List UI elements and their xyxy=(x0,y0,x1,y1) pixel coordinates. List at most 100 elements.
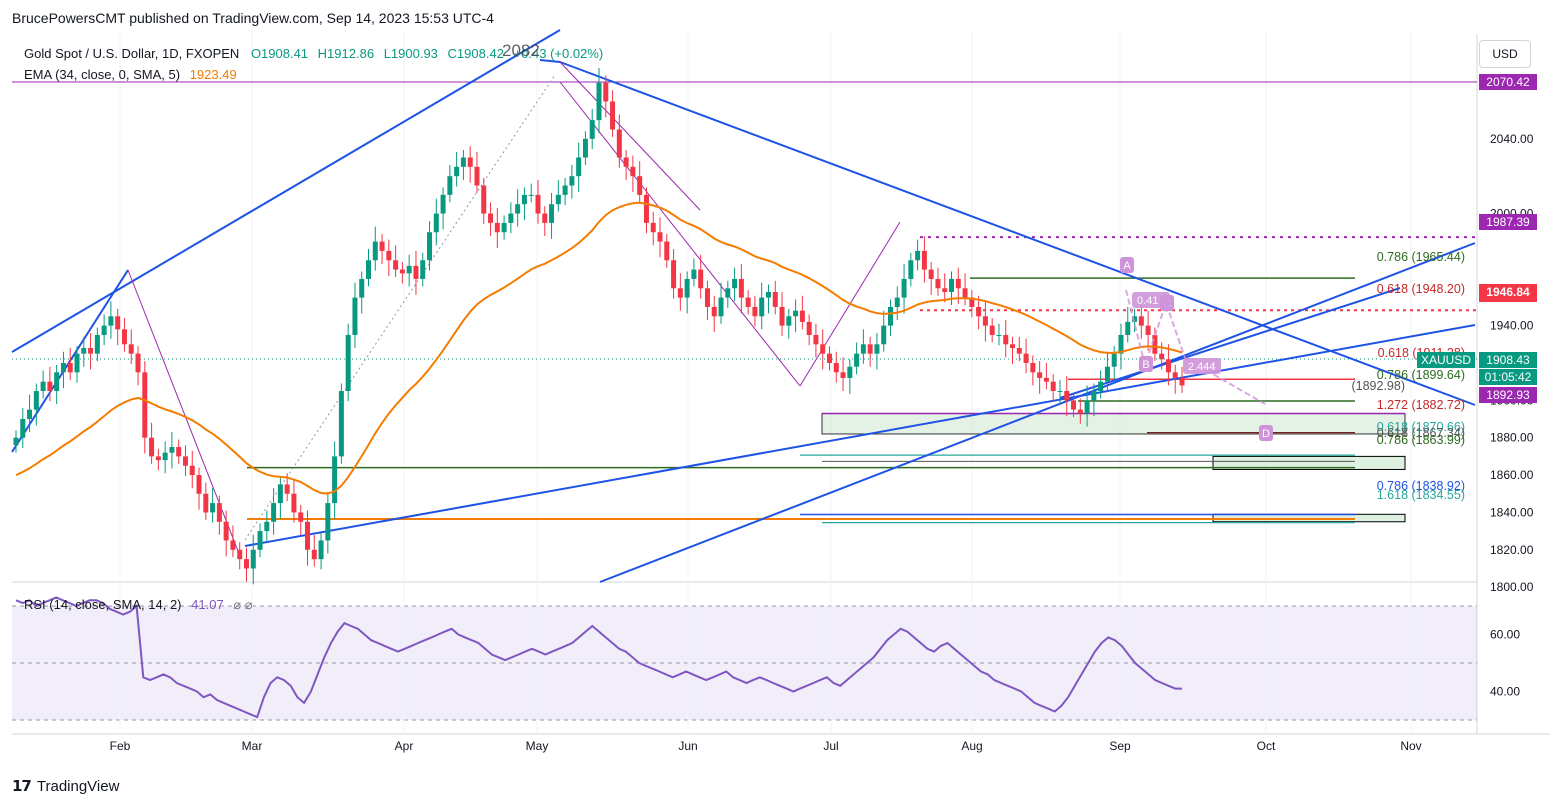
candle-body xyxy=(508,213,514,223)
candle-body xyxy=(799,310,805,322)
candle-body xyxy=(949,278,955,293)
candle-body xyxy=(399,269,405,274)
candle-body xyxy=(420,260,426,279)
candle-body xyxy=(691,269,697,279)
candle-body xyxy=(1152,334,1158,354)
price-tick-label: 1860.00 xyxy=(1490,468,1534,482)
rsi-legend[interactable]: RSI (14, close, SMA, 14, 2) 41.07 ⌀ ⌀ xyxy=(24,597,253,613)
time-tick-label: Apr xyxy=(395,739,414,753)
candle-body xyxy=(210,503,216,513)
candle-body xyxy=(555,194,561,205)
candle-body xyxy=(447,176,453,195)
candle-body xyxy=(54,372,60,392)
candle-body xyxy=(616,129,622,158)
candle-body xyxy=(1138,316,1144,326)
candle-body xyxy=(874,344,880,354)
candle-body xyxy=(237,549,243,560)
price-tick-label: 1820.00 xyxy=(1490,543,1534,557)
fib-level-label: 0.786 (1965.44) xyxy=(1377,250,1465,264)
pattern-ratio-label: 0.41 xyxy=(1137,295,1158,307)
ema-line xyxy=(15,201,1183,495)
price-tag-label: 01:05:42 xyxy=(1485,370,1532,384)
candle-body xyxy=(264,521,270,532)
candle-body xyxy=(894,297,900,307)
price-tag-label: 1908.43 xyxy=(1486,353,1530,367)
candle-body xyxy=(155,456,161,461)
channel-line xyxy=(559,81,801,387)
pattern-point-label: D xyxy=(1262,428,1270,440)
candle-body xyxy=(494,222,500,233)
candle-body xyxy=(515,204,521,214)
candle-body xyxy=(454,166,460,177)
currency-button[interactable]: USD xyxy=(1479,40,1531,68)
fib-level-label: (1892.98) xyxy=(1351,379,1405,393)
symbol-name[interactable]: Gold Spot / U.S. Dollar, 1D, FXOPEN xyxy=(24,46,240,61)
candle-body xyxy=(840,372,846,378)
publisher-header: BrucePowersCMT published on TradingView.… xyxy=(12,10,494,26)
candle-body xyxy=(745,297,751,307)
fib-level-label: 1.618 (1834.55) xyxy=(1377,488,1465,502)
candle-body xyxy=(474,166,480,186)
candle-body xyxy=(27,409,33,420)
candle-body xyxy=(528,194,534,196)
candle-body xyxy=(921,250,927,270)
candle-body xyxy=(969,297,975,307)
candle-body xyxy=(135,353,141,373)
candle-body xyxy=(630,166,636,177)
trend-line xyxy=(539,59,561,63)
candle-body xyxy=(562,185,568,195)
candle-body xyxy=(1104,366,1110,382)
ohlc-open: O1908.41 xyxy=(250,46,309,61)
candle-body xyxy=(718,297,724,317)
candle-body xyxy=(305,521,310,550)
candle-body xyxy=(684,278,690,298)
ema-value: 1923.49 xyxy=(189,67,237,82)
candle-body xyxy=(372,241,378,261)
candle-body xyxy=(1091,391,1097,401)
candle-body xyxy=(1064,391,1070,401)
candle-body xyxy=(271,503,277,522)
candle-body xyxy=(1165,359,1171,373)
pattern-ratio-badge xyxy=(1132,292,1170,308)
candle-body xyxy=(793,310,799,317)
candle-body xyxy=(847,366,853,378)
candle-body xyxy=(935,278,941,289)
ema-legend[interactable]: EMA (34, close, 0, SMA, 5) 1923.49 xyxy=(24,67,237,82)
fib-level-label: 0.786 (1863.99) xyxy=(1377,433,1465,447)
time-tick-label: Feb xyxy=(110,739,131,753)
candle-body xyxy=(942,288,948,293)
candle-body xyxy=(359,278,365,298)
candle-body xyxy=(1023,353,1029,363)
candle-body xyxy=(47,381,53,392)
price-tag xyxy=(1417,352,1475,368)
candle-body xyxy=(806,321,812,335)
rsi-tick-label: 60.00 xyxy=(1490,628,1520,642)
rsi-line xyxy=(15,596,1182,719)
candle-body xyxy=(1179,377,1185,386)
candle-body xyxy=(379,241,385,251)
candle-body xyxy=(67,362,73,373)
candle-body xyxy=(1159,353,1165,360)
candle-body xyxy=(1003,334,1009,345)
ohlc-low: L1900.93 xyxy=(383,46,438,61)
candle-body xyxy=(352,297,358,335)
brand-footer[interactable]: 𝟭𝟳 TradingView xyxy=(12,777,119,796)
candle-body xyxy=(250,549,256,569)
candle-body xyxy=(216,503,222,522)
candle-body xyxy=(1118,334,1124,354)
candle-body xyxy=(101,325,107,335)
candle-body xyxy=(738,278,744,298)
overlap-label: 2082 xyxy=(502,41,540,60)
candle-body xyxy=(765,292,771,298)
candle-body xyxy=(1077,409,1083,414)
candle-body xyxy=(94,334,100,354)
ema-label: EMA (34, close, 0, SMA, 5) xyxy=(24,67,181,82)
pattern-point-label: A xyxy=(1123,260,1131,272)
pattern-point-badge xyxy=(1120,257,1134,273)
tradingview-logo-icon: 𝟭𝟳 xyxy=(12,778,32,795)
candle-body xyxy=(108,316,114,326)
candle-body xyxy=(149,437,155,457)
time-tick-label: Nov xyxy=(1400,739,1421,753)
candle-body xyxy=(1050,381,1056,392)
